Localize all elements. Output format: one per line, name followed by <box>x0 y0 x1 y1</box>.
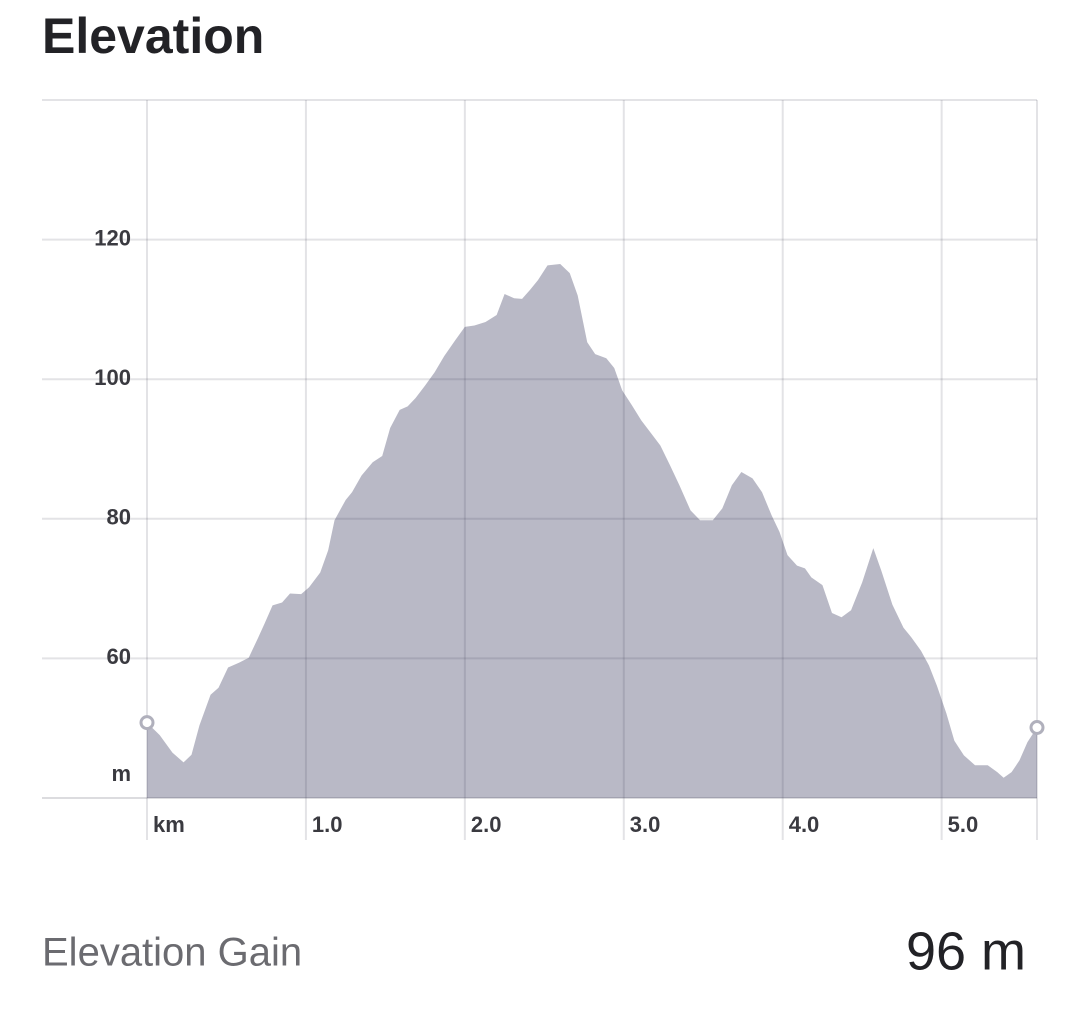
endpoint-marker <box>1029 720 1045 736</box>
x-tick-label: 1.0 <box>312 812 343 837</box>
x-tick-label: 4.0 <box>789 812 820 837</box>
y-tick-label: 80 <box>107 505 131 530</box>
y-tick-label: 100 <box>94 365 131 390</box>
endpoint-marker <box>139 715 155 731</box>
chart-title: Elevation <box>42 8 264 64</box>
x-tick-label: km <box>153 812 185 837</box>
y-tick-label: 120 <box>94 225 131 250</box>
x-tick-label: 3.0 <box>630 812 661 837</box>
x-tick-label: 2.0 <box>471 812 502 837</box>
stat-label: Elevation Gain <box>42 931 302 975</box>
y-axis-label: m <box>111 761 131 786</box>
stat-value: 96 m <box>906 921 1026 981</box>
elevation-area <box>147 264 1037 798</box>
y-tick-label: 60 <box>107 644 131 669</box>
x-tick-label: 5.0 <box>948 812 979 837</box>
